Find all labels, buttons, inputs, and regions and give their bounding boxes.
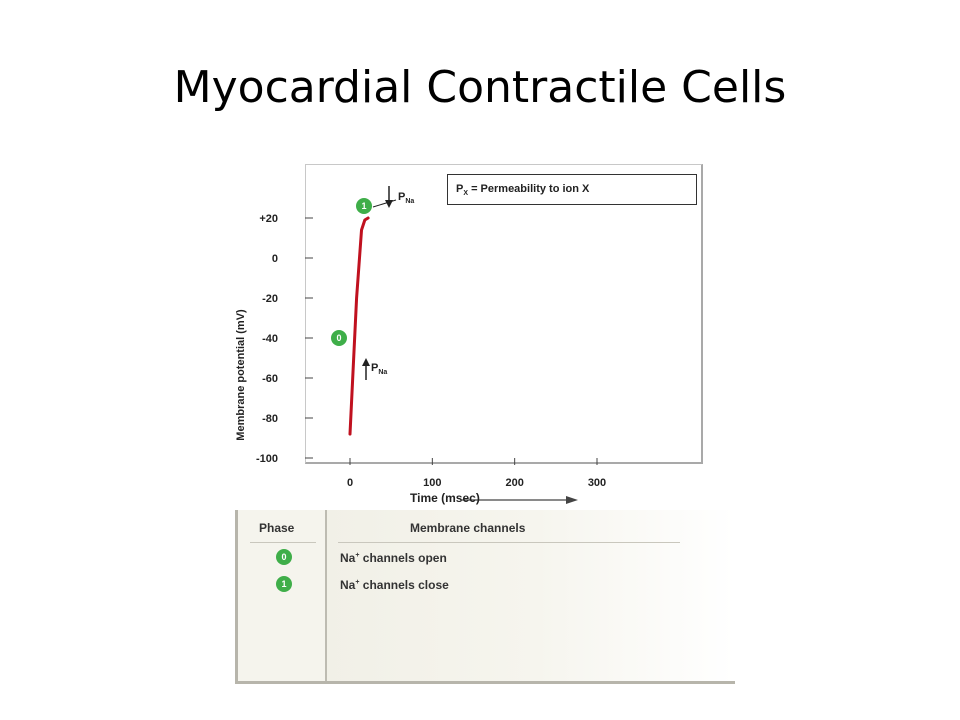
header-rule-phase (250, 542, 316, 543)
y-tick-label: 0 (272, 253, 278, 265)
pna-top-sub: Na (405, 198, 415, 206)
pna-label-top: PNa (398, 191, 414, 205)
membrane-potential-trace (348, 216, 370, 436)
table-row-1-text: Na+ channels close (340, 578, 449, 592)
chart-frame (305, 164, 703, 464)
y-tick-label: -80 (262, 413, 278, 425)
phase-column-bg (238, 510, 325, 681)
pna-bottom-main: P (371, 362, 379, 374)
row0-rest: channels open (359, 551, 447, 565)
x-axis-label: Time (msec) (410, 491, 480, 505)
header-membrane-channels: Membrane channels (410, 521, 526, 535)
legend-symbol: P (456, 183, 464, 195)
x-tick-label: 100 (423, 477, 441, 489)
pna-bottom-sub: Na (378, 369, 388, 377)
pna-label-bottom: PNa (371, 362, 387, 376)
legend-box: PX = Permeability to ion X (447, 174, 697, 205)
y-tick-label: -20 (262, 293, 278, 305)
header-rule-channels (338, 542, 680, 543)
x-tick-label: 200 (505, 477, 523, 489)
x-tick-label: 300 (588, 477, 606, 489)
table-phase-badge-1: 1 (276, 576, 292, 592)
y-tick-label: +20 (259, 213, 278, 225)
row1-sup: + (355, 579, 360, 586)
y-axis-label: Membrane potential (mV) (235, 309, 247, 441)
y-tick-label: -100 (256, 453, 278, 465)
row1-rest: channels close (359, 578, 449, 592)
pna-leader-line (372, 199, 397, 208)
pna-up-arrow-head (362, 358, 370, 366)
phase-badge-0: 0 (331, 330, 347, 346)
column-divider (325, 510, 327, 681)
y-tick-label: -60 (262, 373, 278, 385)
y-tick-label: -40 (262, 333, 278, 345)
pna-top-main: P (398, 191, 406, 203)
row1-main: Na (340, 578, 356, 592)
row0-main: Na (340, 551, 356, 565)
table-row-0-text: Na+ channels open (340, 551, 447, 565)
legend-text: = Permeability to ion X (468, 183, 590, 195)
slide-title: Myocardial Contractile Cells (173, 62, 787, 113)
phase-table: Phase Membrane channels 0 Na+ channels o… (235, 510, 735, 684)
row0-sup: + (355, 552, 360, 559)
time-arrow-head (566, 496, 578, 504)
phase-badge-1: 1 (356, 198, 372, 214)
table-phase-badge-0: 0 (276, 549, 292, 565)
legend-symbol-sub: X (463, 190, 469, 198)
x-tick-label: 0 (347, 477, 353, 489)
header-phase: Phase (259, 521, 295, 535)
